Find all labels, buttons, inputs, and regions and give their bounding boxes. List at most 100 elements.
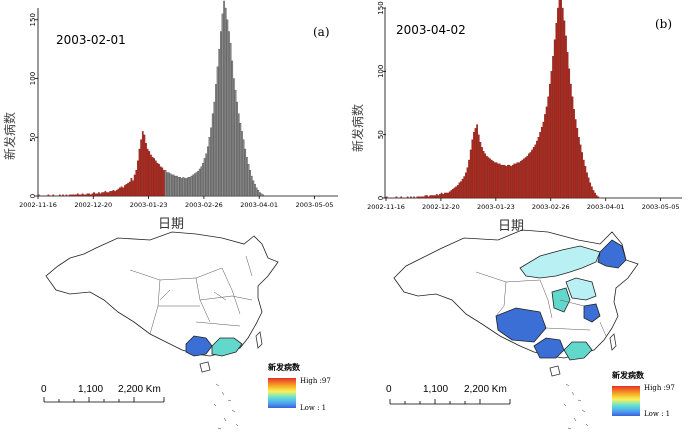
bar [197, 171, 199, 197]
bar [198, 168, 201, 197]
bar [421, 196, 424, 199]
bar [594, 192, 596, 199]
bar [519, 161, 522, 199]
bar [102, 192, 105, 197]
bar [508, 164, 511, 199]
date-label-a: 2003-02-01 [56, 33, 126, 47]
bar [532, 147, 535, 199]
bar [476, 124, 478, 199]
bar [440, 192, 443, 199]
bar [597, 196, 600, 199]
legend-high-b: High :97 [644, 384, 675, 392]
bar [464, 172, 467, 199]
bar [513, 163, 516, 199]
bar [574, 119, 577, 199]
scale-label-a-1: 1,100 [78, 384, 103, 395]
bar [537, 137, 540, 199]
y-tick-label: 100 [377, 65, 385, 78]
bar [592, 190, 595, 199]
bar [241, 131, 243, 197]
bar [544, 114, 546, 199]
bar [489, 158, 491, 199]
legend-a: 新发病数 High :97 Low : 1 [268, 362, 331, 412]
bar [65, 194, 68, 197]
bar [83, 194, 86, 197]
bar [189, 177, 191, 197]
bar [242, 139, 245, 197]
map-a-outline [45, 231, 279, 357]
bars-b [385, 0, 600, 199]
x-axis-label-a: 日期 [158, 217, 184, 232]
bar [576, 128, 579, 199]
bar [447, 192, 449, 199]
bar [502, 164, 504, 199]
bar [531, 149, 533, 199]
bar [545, 106, 548, 199]
bar [161, 167, 164, 197]
panel-label-a: (a) [313, 25, 330, 39]
bar [426, 195, 428, 199]
y-tick-label: 50 [29, 133, 37, 142]
bar [529, 152, 532, 199]
bar [75, 194, 77, 197]
bar [143, 134, 146, 197]
bar [473, 131, 475, 199]
bar [455, 186, 457, 199]
bar [72, 194, 74, 197]
bar [156, 162, 159, 197]
bar [437, 195, 440, 199]
bar [471, 139, 474, 199]
map-a [45, 231, 279, 430]
map-b-provinces [475, 271, 607, 337]
bar [254, 184, 256, 197]
bar [218, 48, 221, 197]
legend-low-a: Low : 1 [300, 404, 326, 412]
bar [515, 163, 517, 199]
bar [133, 174, 136, 197]
bar [555, 23, 558, 199]
x-tick-label: 2002-11-16 [19, 201, 57, 209]
bar [516, 162, 519, 199]
bar [595, 195, 598, 199]
bar [219, 31, 222, 197]
bar [581, 152, 583, 199]
y-tick-label: 0 [377, 196, 385, 200]
bar [424, 195, 427, 199]
bar [244, 148, 247, 197]
bar [571, 96, 574, 199]
bar [122, 187, 125, 197]
bar [146, 148, 149, 197]
map-a-region-guangxi [185, 335, 213, 357]
bar [130, 178, 133, 197]
bar [89, 194, 92, 197]
bar [563, 20, 566, 199]
bar [481, 147, 483, 199]
x-tick-label: 2003-05-05 [296, 201, 334, 209]
y-tick-label: 50 [377, 130, 385, 139]
map-a-island [199, 361, 211, 373]
bar [132, 180, 134, 197]
bar [500, 164, 503, 199]
bar [506, 164, 509, 199]
bar [490, 159, 493, 199]
bar [221, 13, 224, 197]
bar [468, 159, 470, 199]
bar [573, 109, 575, 199]
x-tick-label: 2002-12-20 [422, 203, 460, 211]
bar [58, 194, 61, 197]
bar [179, 177, 182, 197]
bar [88, 193, 90, 197]
bar [210, 127, 212, 197]
map-a-region-guangdong [211, 337, 243, 357]
map-b-region-sichuan [495, 307, 547, 343]
bar [153, 158, 156, 197]
legend-title-a: 新发病数 [268, 362, 301, 372]
bar [233, 78, 235, 197]
bar [193, 173, 196, 197]
bar [400, 196, 403, 199]
x-tick-label: 2003-04-01 [587, 203, 625, 211]
bar [534, 144, 537, 199]
bar [568, 68, 571, 199]
bar [128, 181, 131, 197]
bar [439, 194, 441, 199]
